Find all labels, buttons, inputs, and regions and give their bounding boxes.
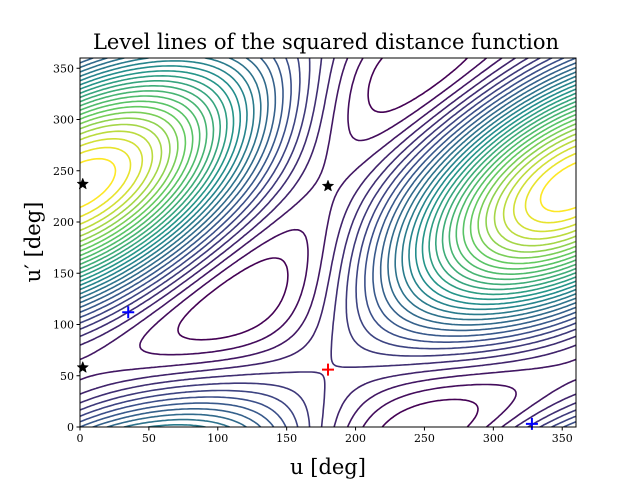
contour-level-line (80, 117, 576, 253)
contour-level-line (80, 146, 576, 224)
minimum-marker (525, 417, 538, 430)
y-tick-label: 300 (53, 114, 74, 127)
contour-level-line (80, 58, 576, 427)
contour-level-line (80, 100, 576, 270)
contour-level-line (80, 58, 576, 427)
critical-point-markers (76, 177, 538, 430)
contour-level-line (80, 70, 576, 301)
contour-level-line (80, 111, 576, 259)
contour-level-line (80, 65, 576, 306)
y-tick-label: 0 (67, 421, 74, 434)
saddle-marker (76, 360, 90, 373)
contour-level-line (80, 75, 576, 296)
y-tick-label: 250 (53, 165, 74, 178)
x-tick-label: 300 (483, 432, 504, 445)
contour-level-line (80, 58, 576, 427)
chart-title: Level lines of the squared distance func… (93, 30, 559, 54)
x-tick-label: 150 (276, 432, 297, 445)
contour-level-line (80, 123, 576, 247)
contour-level-line (80, 95, 576, 275)
contour-level-line (80, 58, 576, 427)
y-tick-label: 150 (53, 267, 74, 280)
y-tick-label: 350 (53, 62, 74, 75)
y-tick-label: 200 (53, 216, 74, 229)
y-tick-label: 50 (60, 370, 74, 383)
saddle-marker (76, 177, 90, 190)
y-axis-label: u′ [deg] (21, 202, 45, 283)
contour-level-line (80, 58, 576, 427)
contour-level-line (139, 58, 517, 427)
plot-frame (79, 57, 577, 428)
saddle-marker (321, 179, 335, 192)
contour-level-line (80, 130, 576, 240)
x-tick-label: 0 (77, 432, 84, 445)
contour-level-line (80, 138, 576, 233)
contour-lines (80, 58, 576, 427)
y-tick-label: 100 (53, 319, 74, 332)
contour-level-line (80, 157, 576, 213)
x-axis-ticks: 0 50 100 150 200 250 300 350 (77, 427, 573, 445)
contour-level-line (80, 90, 576, 281)
contour-level-line (80, 58, 576, 427)
x-tick-label: 200 (345, 432, 366, 445)
y-axis-ticks: 0 50 100 150 200 250 300 350 (53, 62, 80, 434)
x-tick-label: 250 (414, 432, 435, 445)
contour-level-line (80, 58, 576, 427)
x-tick-label: 100 (207, 432, 228, 445)
x-tick-label: 50 (142, 432, 156, 445)
contour-level-line (80, 60, 576, 311)
x-axis-label: u [deg] (290, 455, 366, 479)
maximum-marker (322, 363, 334, 376)
contour-level-line (80, 80, 576, 291)
minimum-marker (122, 306, 135, 319)
contour-level-line (80, 105, 576, 265)
contour-level-line (80, 85, 576, 286)
x-tick-label: 350 (552, 432, 573, 445)
